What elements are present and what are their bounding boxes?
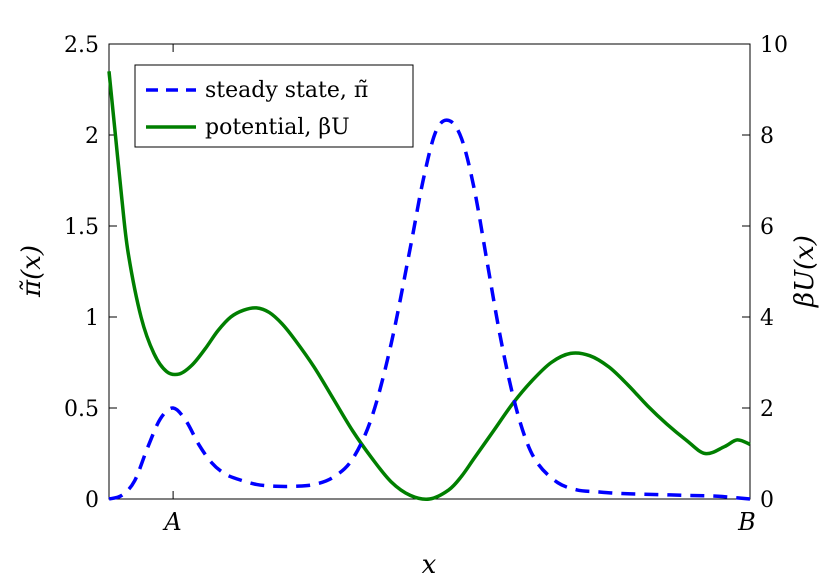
- left-tick-label: 0: [85, 488, 99, 513]
- legend-label-steady-state: steady state, π̃: [205, 78, 368, 103]
- series-line-potential: [107, 71, 751, 501]
- legend-box: [134, 64, 414, 148]
- y-axis-label-left: π̃(x): [17, 245, 47, 298]
- right-tick-label: 8: [760, 124, 774, 149]
- right-tick-label: 4: [760, 306, 774, 331]
- left-tick-label: 2.5: [64, 33, 99, 58]
- x-axis-label: x: [422, 550, 437, 580]
- left-tick-label: 1.5: [64, 215, 99, 240]
- left-axis-ticks: 0 0.5 1 1.5 2 2.5: [64, 33, 117, 513]
- series-layer: [107, 71, 751, 501]
- series-line-steady-state: [108, 118, 751, 501]
- legend: steady state, π̃ potential, βU: [134, 64, 414, 148]
- x-tick-label: B: [737, 508, 756, 536]
- x-tick-label: A: [162, 508, 181, 536]
- right-tick-label: 0: [760, 488, 774, 513]
- y-axis-label-right: βU(x): [790, 235, 820, 308]
- left-tick-label: 2: [85, 124, 99, 149]
- left-tick-label: 1: [85, 306, 99, 331]
- left-tick-label: 0.5: [64, 397, 99, 422]
- right-tick-label: 2: [760, 397, 774, 422]
- right-axis-ticks: 0 2 4 6 8 10: [742, 33, 788, 513]
- legend-label-potential: potential, βU: [205, 115, 350, 140]
- right-tick-label: 6: [760, 215, 774, 240]
- right-tick-label: 10: [760, 33, 788, 58]
